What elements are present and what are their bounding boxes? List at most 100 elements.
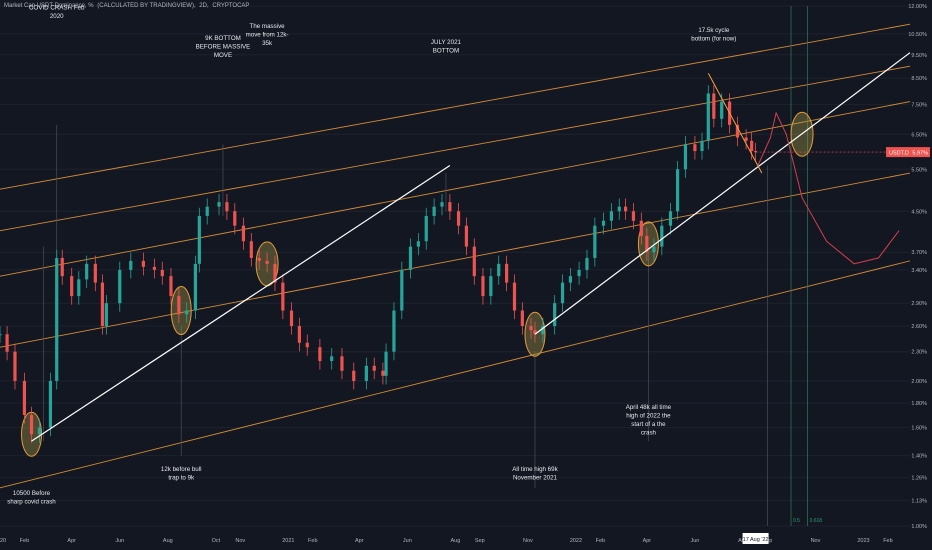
- candle: [352, 370, 356, 381]
- y-tick-label: 4.50%: [911, 209, 927, 215]
- projection-curve: [757, 111, 900, 265]
- candle: [85, 263, 89, 280]
- candle: [609, 211, 613, 221]
- candle: [48, 380, 53, 428]
- candle: [675, 169, 680, 212]
- y-tick-label: 2.90%: [911, 301, 927, 307]
- y-tick-label: 1.60%: [911, 426, 927, 432]
- candle: [472, 246, 476, 277]
- candle: [464, 225, 469, 247]
- candle: [22, 380, 27, 415]
- candle: [617, 206, 621, 212]
- y-tick-label: 1.40%: [911, 454, 927, 460]
- y-tick-label: 1.80%: [911, 401, 927, 407]
- candle: [249, 241, 253, 258]
- candle: [205, 206, 209, 216]
- candle: [668, 211, 673, 226]
- candle: [177, 296, 181, 315]
- candle: [693, 144, 697, 152]
- y-tick-label: 10.50%: [908, 32, 927, 38]
- candle: [217, 202, 221, 207]
- annotation-text: crash: [641, 429, 657, 436]
- annotation-text: The massive: [250, 23, 286, 30]
- x-tick-label: 2020: [0, 538, 6, 544]
- channel-line: [0, 260, 911, 489]
- cursor-date-box: [742, 533, 769, 544]
- source-label: CRYPTOCAP: [212, 3, 250, 9]
- candle: [129, 260, 133, 270]
- candle: [533, 330, 537, 335]
- x-tick-label: Aug: [163, 538, 173, 544]
- channel-lines: [0, 23, 911, 489]
- candle: [233, 211, 237, 226]
- annotation-text: high of 2022 the: [626, 412, 671, 419]
- x-tick-label: Apr: [355, 538, 364, 544]
- trend-lines: [31, 52, 911, 442]
- candle: [456, 211, 461, 226]
- candle: [700, 140, 704, 152]
- annotation-text: All time high 69k: [512, 466, 558, 473]
- candle: [585, 257, 589, 270]
- candle: [381, 370, 385, 376]
- annotation-text: move from 12k-: [246, 32, 289, 39]
- candle: [193, 263, 197, 311]
- x-tick-label: Feb: [883, 538, 892, 544]
- annotation-text: BOTTOM: [433, 48, 459, 55]
- candle: [118, 269, 122, 304]
- annotation-text: November 2021: [513, 475, 558, 482]
- candle: [364, 365, 368, 381]
- candle: [273, 263, 277, 283]
- candle: [265, 260, 269, 264]
- price-value: 5.97%: [912, 151, 928, 157]
- candle: [305, 342, 309, 348]
- symbol-label: Market Cap USDT Dominance, %: [4, 3, 94, 9]
- y-tick-label: 1.13%: [911, 498, 927, 504]
- x-tick-label: Jun: [690, 538, 699, 544]
- candle: [241, 225, 246, 242]
- annotation-text: April 48k all time: [626, 404, 672, 411]
- x-tick-label: 2023: [857, 538, 869, 544]
- candle: [577, 269, 581, 277]
- candle: [29, 414, 34, 435]
- x-tick-label: Nov: [235, 538, 245, 544]
- candle: [55, 257, 59, 381]
- x-tick-label: Feb: [596, 538, 605, 544]
- candle: [93, 263, 97, 283]
- candle: [541, 326, 545, 335]
- candle: [512, 282, 517, 311]
- annotation-text: 9K BOTTOM: [205, 35, 241, 42]
- candle: [372, 365, 376, 371]
- calc-label: (CALCULATED BY TRADINGVIEW),: [97, 3, 196, 9]
- candle: [408, 246, 413, 270]
- candle: [169, 276, 173, 297]
- candle: [440, 202, 444, 207]
- annotation-text: MOVE: [214, 52, 232, 59]
- x-tick-label: Apr: [643, 538, 652, 544]
- candle: [489, 276, 493, 297]
- y-tick-label: 1.26%: [911, 476, 927, 482]
- candle: [652, 246, 656, 253]
- annotation-text: 10500 Before: [13, 490, 51, 497]
- candle: [631, 211, 636, 221]
- y-tick-label: 5.50%: [911, 167, 927, 173]
- projection-path: [757, 111, 900, 265]
- candle: [416, 241, 420, 247]
- candle: [623, 206, 628, 212]
- channel-line: [0, 172, 911, 348]
- annotation-label: COVID CRASH Feb2020COVID CRASH Feb 2020: [29, 5, 85, 21]
- candle: [520, 310, 524, 327]
- candle: [100, 282, 105, 327]
- x-tick-label: Jun: [115, 538, 124, 544]
- candle: [400, 269, 404, 311]
- y-tick-label: 1.00%: [911, 524, 927, 530]
- candle: [70, 276, 74, 297]
- fib-label: 0.5: [793, 518, 800, 524]
- cursor-date: 17 Aug '22: [743, 537, 769, 543]
- candle: [13, 351, 17, 381]
- candle: [185, 310, 189, 315]
- candle: [753, 151, 758, 153]
